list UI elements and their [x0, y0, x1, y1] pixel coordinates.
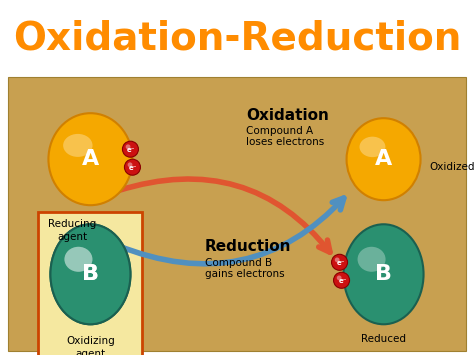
Text: B: B — [82, 264, 99, 284]
Text: Oxidation-Reduction: Oxidation-Reduction — [13, 20, 461, 58]
Circle shape — [337, 275, 342, 280]
Ellipse shape — [64, 247, 92, 272]
Ellipse shape — [50, 224, 130, 324]
Text: A: A — [375, 149, 392, 169]
Circle shape — [126, 144, 130, 149]
Circle shape — [331, 254, 347, 270]
Text: Reduced: Reduced — [361, 334, 406, 344]
FancyBboxPatch shape — [38, 212, 143, 355]
Ellipse shape — [346, 118, 420, 200]
Text: Oxidized: Oxidized — [429, 162, 474, 172]
Text: Reducing
agent: Reducing agent — [48, 219, 97, 242]
Ellipse shape — [64, 247, 92, 272]
Ellipse shape — [359, 137, 385, 157]
FancyBboxPatch shape — [0, 0, 474, 75]
Text: e⁻: e⁻ — [129, 165, 137, 171]
Text: Compound B: Compound B — [205, 258, 272, 268]
Text: e⁻: e⁻ — [127, 147, 136, 153]
Text: B: B — [375, 264, 392, 284]
Circle shape — [335, 257, 339, 262]
Ellipse shape — [48, 113, 132, 205]
Text: Oxidation: Oxidation — [246, 108, 329, 123]
Circle shape — [334, 272, 349, 288]
Text: loses electrons: loses electrons — [246, 137, 324, 147]
Ellipse shape — [357, 247, 385, 272]
Text: B: B — [82, 264, 99, 284]
Ellipse shape — [344, 224, 424, 324]
Ellipse shape — [63, 134, 92, 157]
Text: gains electrons: gains electrons — [205, 269, 284, 279]
Text: Compound A: Compound A — [246, 126, 313, 136]
Circle shape — [128, 162, 132, 167]
FancyBboxPatch shape — [8, 77, 466, 351]
Circle shape — [125, 159, 140, 175]
Text: Reduction: Reduction — [205, 239, 292, 255]
Text: Oxidizing
agent: Oxidizing agent — [66, 336, 115, 355]
Text: e⁻: e⁻ — [338, 278, 347, 284]
Text: e⁻: e⁻ — [337, 260, 345, 266]
Ellipse shape — [50, 224, 130, 324]
Text: A: A — [82, 149, 99, 169]
Circle shape — [122, 141, 138, 157]
